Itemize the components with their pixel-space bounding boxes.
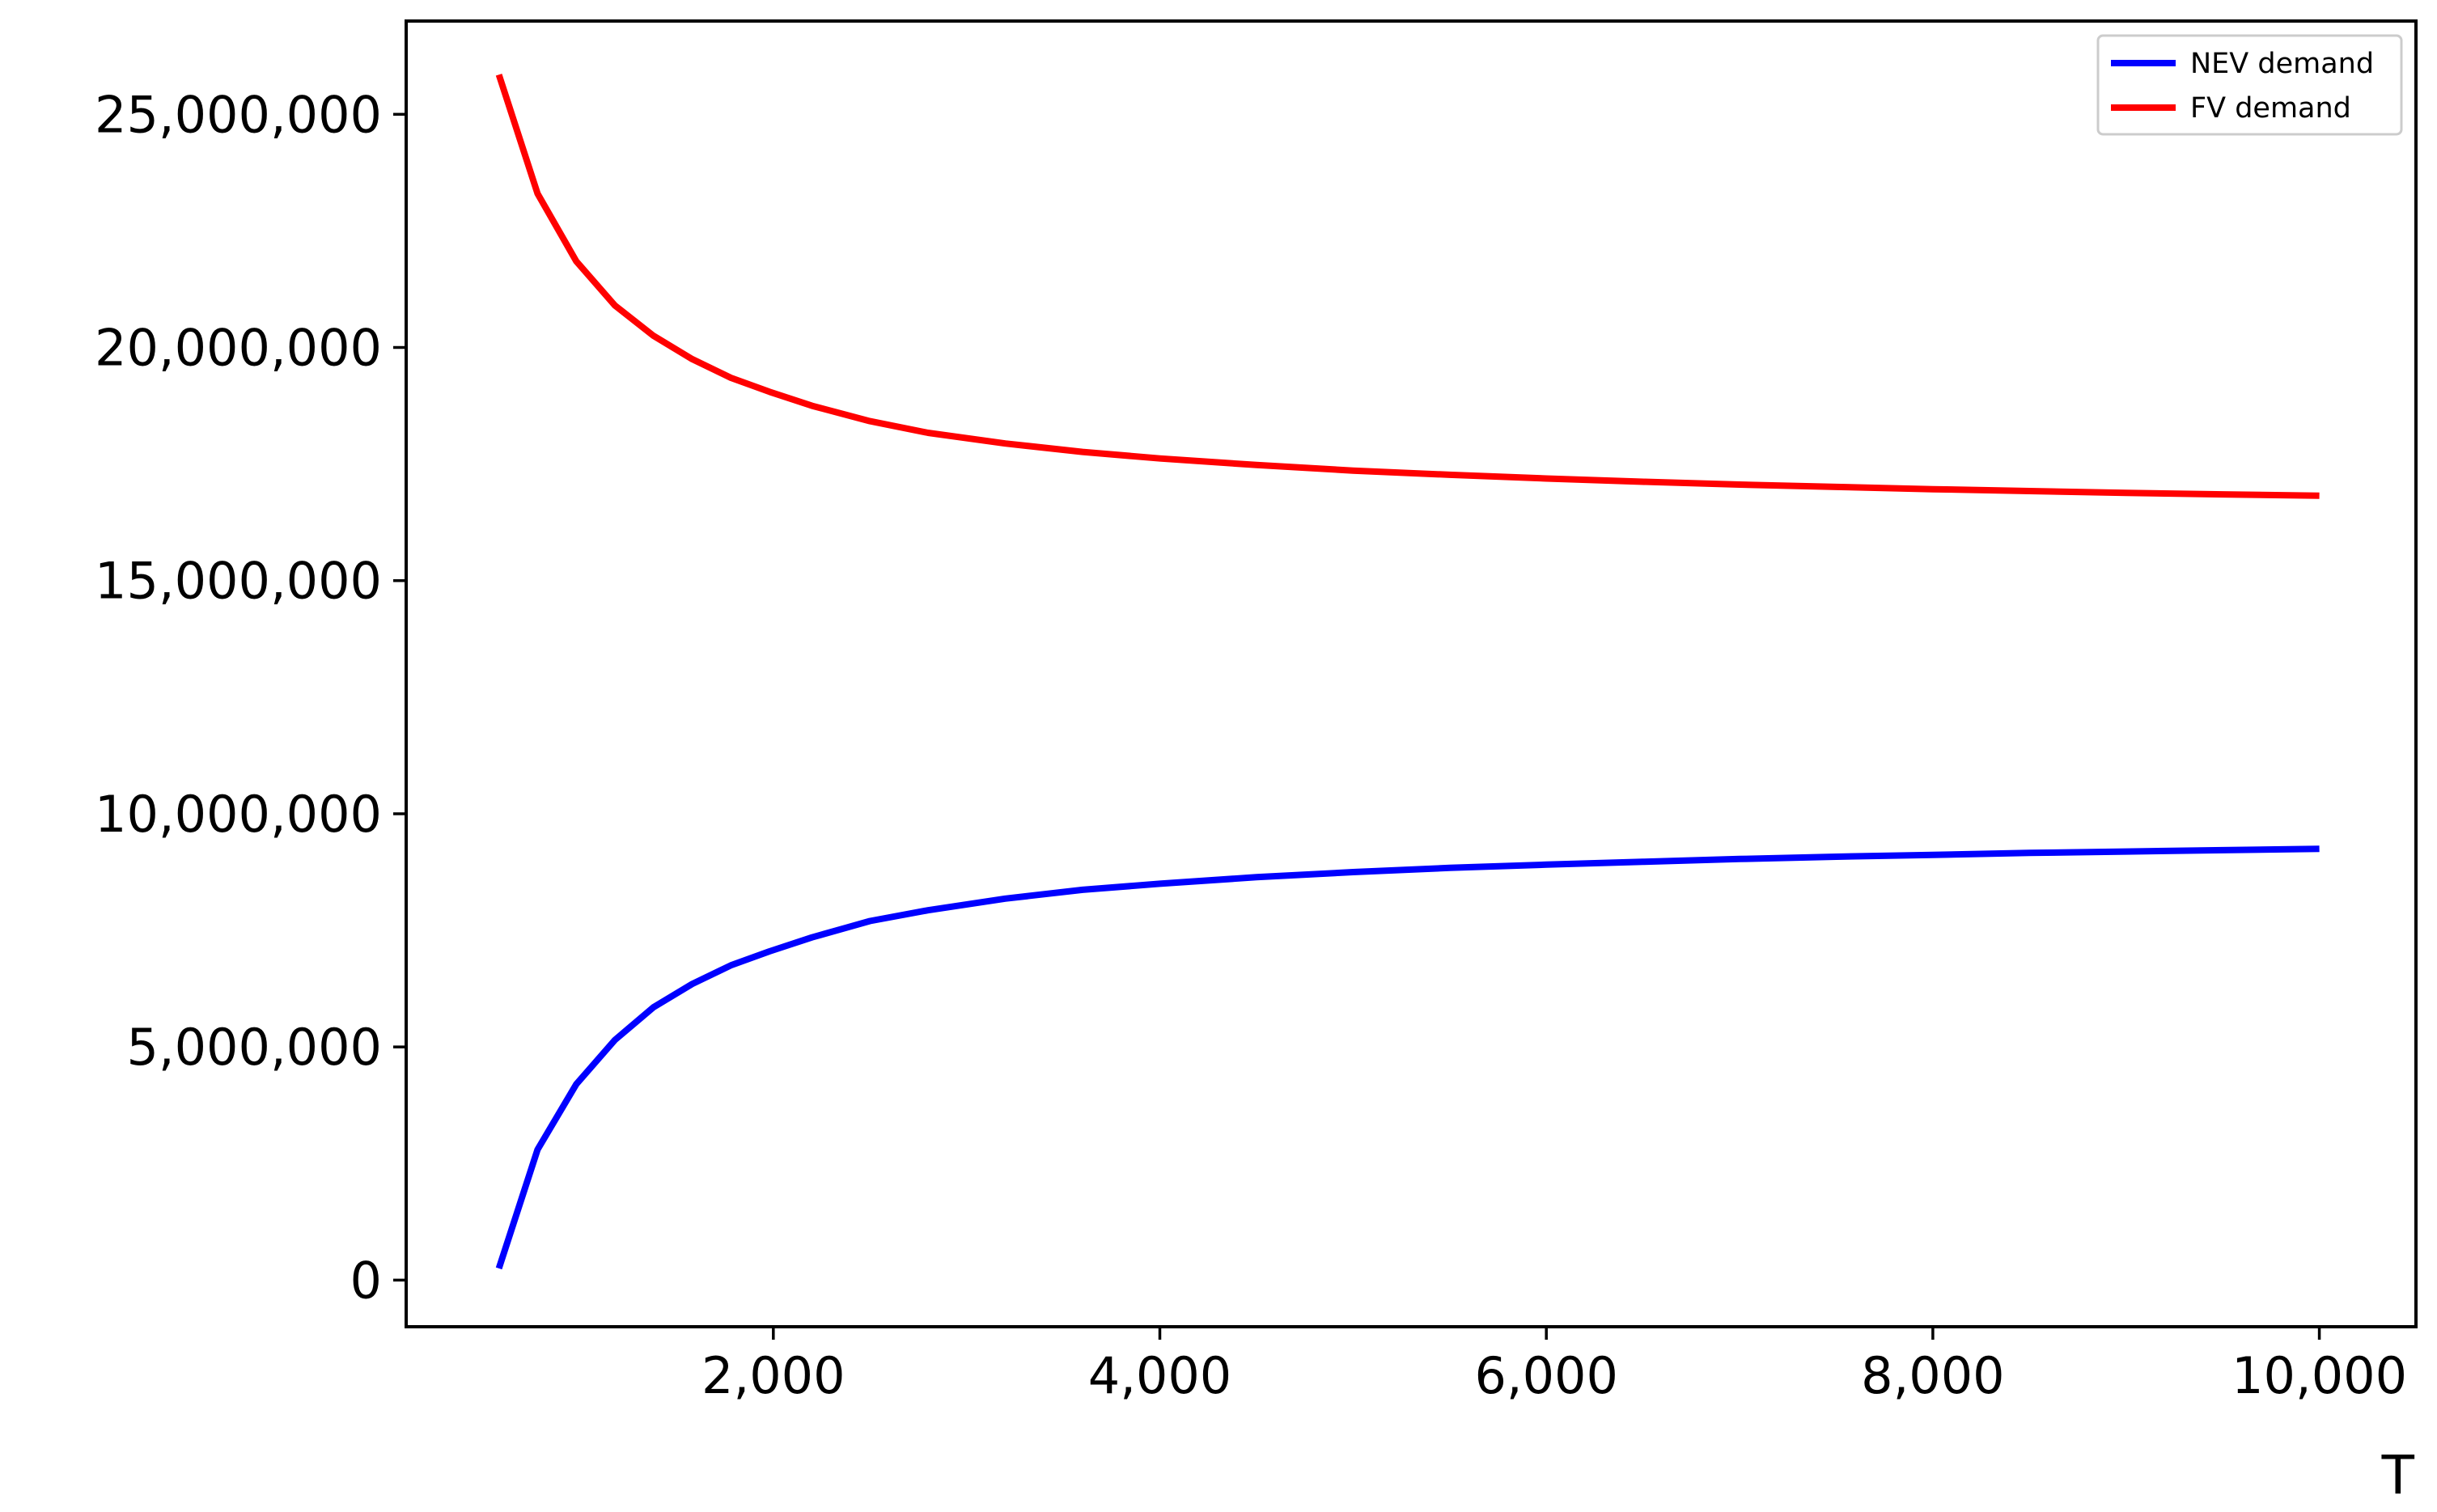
x-axis-label: T <box>2381 1444 2415 1506</box>
x-tick-label: 10,000 <box>2231 1346 2407 1405</box>
y-tick-label: 15,000,000 <box>95 552 382 611</box>
series-line-fv-demand <box>495 74 2320 499</box>
x-tick-label: 6,000 <box>1474 1346 1618 1405</box>
y-tick-label: 0 <box>350 1251 382 1310</box>
x-tick-label: 4,000 <box>1088 1346 1232 1405</box>
series-line-nev-demand <box>495 845 2320 1270</box>
y-tick-label: 5,000,000 <box>126 1018 382 1077</box>
x-tick-label: 8,000 <box>1861 1346 2005 1405</box>
plot-lines <box>495 74 2320 1270</box>
legend-label: FV demand <box>2190 92 2351 125</box>
y-tick-label: 25,000,000 <box>95 85 382 144</box>
legend-label: NEV demand <box>2190 48 2374 80</box>
x-axis: 2,000 4,000 6,000 8,000 10,000 <box>701 1327 2407 1405</box>
y-tick-label: 10,000,000 <box>95 785 382 844</box>
y-axis: 0 5,000,000 10,000,000 15,000,000 20,000,000… <box>95 85 406 1310</box>
legend: NEV demand FV demand <box>2096 34 2403 136</box>
y-tick-label: 20,000,000 <box>95 319 382 378</box>
x-tick-label: 2,000 <box>701 1346 846 1405</box>
plot-frame <box>405 19 2418 1328</box>
